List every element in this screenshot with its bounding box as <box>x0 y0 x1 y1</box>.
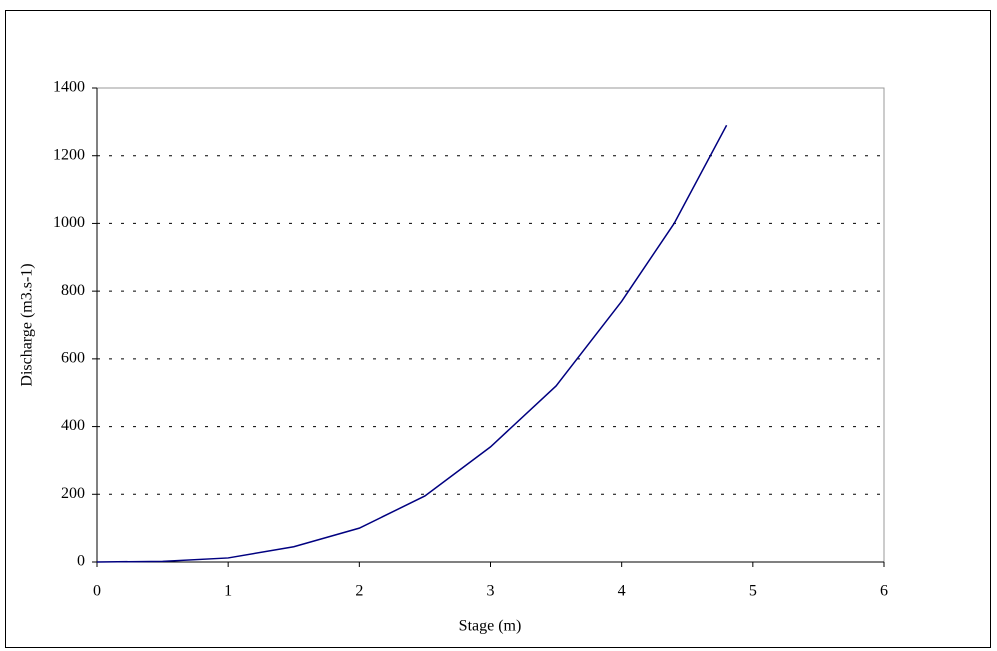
x-tick-label: 6 <box>880 583 888 600</box>
y-tick-label: 800 <box>61 282 85 299</box>
y-tick-label: 1400 <box>53 79 85 96</box>
frame <box>5 10 991 648</box>
x-tick-label: 3 <box>487 583 495 600</box>
y-axis-label: Discharge (m3.s-1) <box>19 263 36 386</box>
y-tick-label: 400 <box>61 417 85 434</box>
line <box>96 124 728 563</box>
x-tick-label: 1 <box>224 583 232 600</box>
plot-area <box>96 87 885 563</box>
y-tick-label: 0 <box>77 553 85 570</box>
x-tick-label: 0 <box>93 583 101 600</box>
x-tick-label: 2 <box>355 583 363 600</box>
y-tick-label: 1200 <box>53 146 85 163</box>
x-tick-label: 5 <box>749 583 757 600</box>
y-tick-label: 1000 <box>53 214 85 231</box>
y-tick-label: 600 <box>61 350 85 367</box>
x-axis-label: Stage (m) <box>459 618 522 635</box>
y-tick-label: 200 <box>61 485 85 502</box>
x-tick-label: 4 <box>618 583 626 600</box>
